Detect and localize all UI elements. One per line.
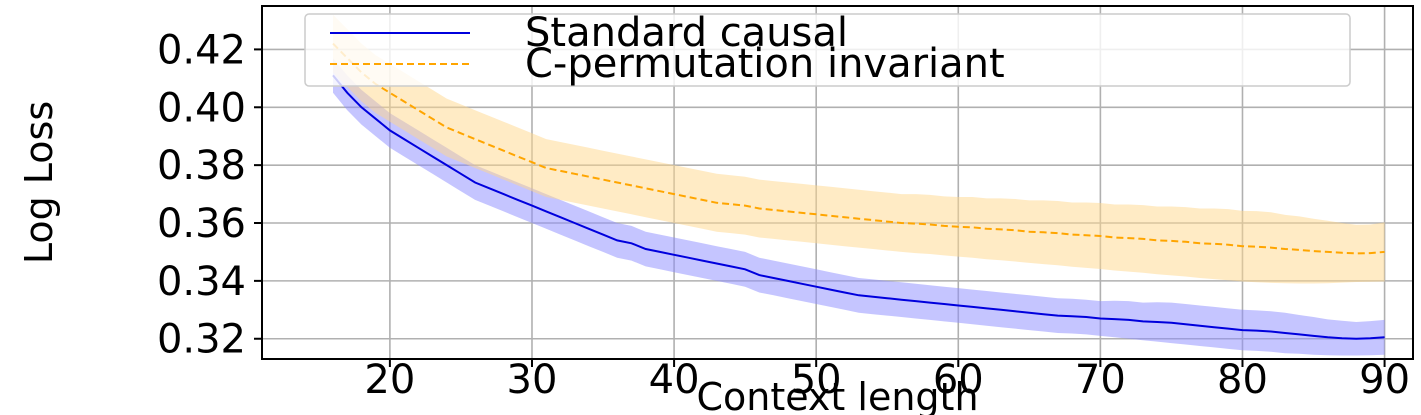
x-axis-label: Context length xyxy=(696,375,978,415)
line-series-0 xyxy=(332,74,1385,340)
axis-ticks: 20 30 40 50 60 70 80 90 0.32 0.34 0.36 0.38 0.40 0.42 xyxy=(157,27,1410,403)
x-tick-label: 50 xyxy=(791,357,842,403)
x-tick-label: 80 xyxy=(1217,357,1268,403)
y-tick-label: 0.36 xyxy=(157,201,246,247)
x-tick-label: 20 xyxy=(364,357,415,403)
x-tick-label: 60 xyxy=(933,357,984,403)
x-tick-label: 70 xyxy=(1075,357,1126,403)
x-tick-label: 90 xyxy=(1359,357,1410,403)
legend-label-standard-causal: Standard causal xyxy=(525,10,848,56)
y-axis-label: Log Loss xyxy=(17,101,61,264)
y-tick-label: 0.38 xyxy=(157,143,246,189)
x-tick-label: 40 xyxy=(649,357,700,403)
y-tick-label: 0.32 xyxy=(157,317,246,363)
legend-box xyxy=(304,13,1351,87)
legend: Standard causal C-permutation invariant xyxy=(304,10,1351,87)
y-tick-label: 0.42 xyxy=(157,27,246,73)
legend-label-c-permutation-invariant: C-permutation invariant xyxy=(525,41,1005,87)
y-tick-label: 0.34 xyxy=(157,259,246,305)
x-tick-label: 30 xyxy=(507,357,558,403)
line-series-1 xyxy=(332,42,1385,255)
series-lines xyxy=(332,42,1385,340)
plot-frame xyxy=(261,5,1414,360)
y-tick-label: 0.40 xyxy=(157,85,246,131)
band-series-1 xyxy=(333,14,1385,284)
